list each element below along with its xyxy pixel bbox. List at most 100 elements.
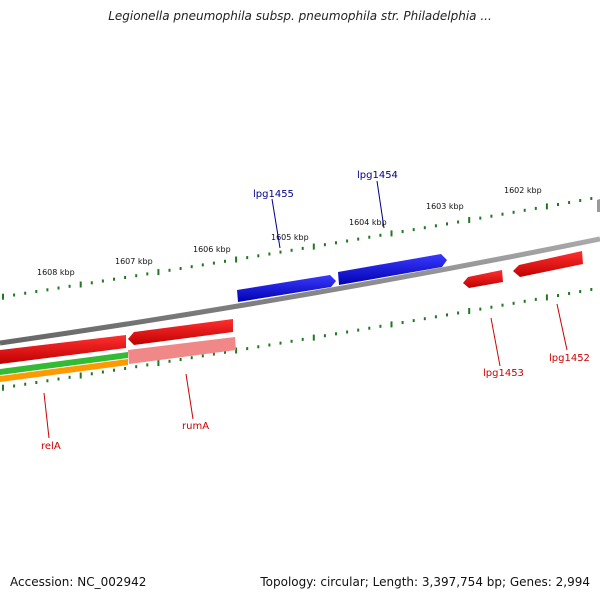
minor-tick: [13, 384, 16, 388]
minor-tick: [323, 243, 326, 247]
lower-tick-scale: [2, 288, 593, 391]
upper-tick-scale: [2, 197, 593, 300]
gene-lpg1453-arrow[interactable]: [463, 270, 503, 288]
minor-tick: [101, 370, 104, 374]
leader-line: [185, 373, 194, 420]
feature-track-green: [0, 352, 128, 375]
major-tick: [545, 203, 548, 210]
leader-line: [490, 317, 501, 367]
major-tick: [157, 269, 160, 276]
minor-tick: [423, 226, 426, 230]
minor-tick: [246, 256, 249, 260]
minor-tick: [490, 214, 493, 218]
scale-label: 1608 kbp: [37, 268, 75, 277]
major-tick: [235, 256, 238, 263]
minor-tick: [179, 267, 182, 270]
minor-tick: [579, 199, 582, 202]
gene-lpg1452-arrow[interactable]: [513, 251, 583, 277]
minor-tick: [68, 375, 71, 379]
minor-tick: [523, 208, 526, 212]
minor-tick: [168, 359, 171, 363]
minor-tick: [412, 319, 415, 323]
minor-tick: [368, 326, 371, 330]
minor-tick: [479, 307, 482, 311]
minor-tick: [401, 230, 404, 233]
minor-tick: [368, 235, 371, 239]
minor-tick: [512, 210, 515, 214]
minor-tick: [279, 250, 282, 254]
minor-tick: [212, 352, 215, 356]
scale-label: 1602 kbp: [504, 186, 542, 195]
minor-tick: [412, 228, 415, 232]
minor-tick: [257, 254, 260, 258]
backbone-end-segment: [597, 199, 600, 212]
scale-label: 1604 kbp: [349, 218, 387, 227]
minor-tick: [357, 237, 360, 241]
map-title: Legionella pneumophila subsp. pneumophil…: [108, 9, 492, 23]
minor-tick: [35, 290, 38, 293]
gene-label-lpg1455[interactable]: lpg1455: [253, 189, 294, 200]
minor-tick: [335, 241, 337, 245]
gene-label-lpg1452[interactable]: lpg1452: [549, 353, 590, 364]
minor-tick: [68, 284, 71, 288]
minor-tick: [146, 272, 149, 276]
minor-tick: [446, 222, 448, 226]
minor-tick: [479, 216, 482, 220]
major-tick: [390, 321, 393, 328]
gene-lpg1454-arrow[interactable]: [338, 254, 447, 285]
minor-tick: [534, 206, 537, 210]
minor-tick: [434, 315, 437, 319]
minor-tick: [557, 294, 559, 297]
minor-tick: [457, 220, 460, 224]
minor-tick: [24, 382, 27, 386]
minor-tick: [224, 259, 226, 263]
gene-rumA-arrow[interactable]: [128, 319, 233, 345]
feature-track-pink: [128, 337, 236, 364]
major-tick: [235, 347, 238, 354]
minor-tick: [179, 358, 182, 361]
minor-tick: [301, 337, 304, 341]
gene-label-relA[interactable]: relA: [41, 441, 61, 452]
leader-line: [556, 303, 568, 351]
major-tick: [79, 281, 82, 288]
minor-tick: [501, 303, 504, 307]
gene-label-lpg1453[interactable]: lpg1453: [483, 368, 524, 379]
major-tick: [79, 372, 82, 379]
minor-tick: [379, 324, 382, 328]
leader-line: [271, 198, 281, 249]
minor-tick: [24, 291, 27, 295]
minor-tick: [401, 321, 404, 324]
gene-label-rumA[interactable]: rumA: [182, 421, 209, 432]
gene-lpg1455-arrow[interactable]: [237, 275, 336, 302]
minor-tick: [124, 276, 127, 279]
gene-relA-arrow[interactable]: [0, 335, 126, 364]
leader-line: [376, 180, 385, 229]
scale-label: 1605 kbp: [271, 233, 309, 242]
minor-tick: [534, 297, 537, 301]
minor-tick: [246, 347, 249, 351]
minor-tick: [257, 345, 260, 349]
minor-tick: [190, 265, 193, 269]
genome-backbone: [0, 236, 600, 346]
minor-tick: [579, 290, 582, 293]
major-tick: [312, 243, 315, 250]
minor-tick: [35, 381, 38, 384]
scale-label: 1607 kbp: [115, 257, 153, 266]
minor-tick: [57, 377, 60, 381]
major-tick: [2, 384, 4, 391]
minor-tick: [323, 334, 326, 338]
major-tick: [312, 334, 315, 341]
minor-tick: [113, 368, 115, 372]
gene-label-lpg1454[interactable]: lpg1454: [357, 170, 398, 181]
minor-tick: [46, 288, 49, 292]
major-tick: [390, 230, 393, 237]
minor-tick: [13, 293, 16, 297]
minor-tick: [501, 212, 504, 216]
minor-tick: [135, 365, 138, 369]
feature-track-orange: [0, 359, 128, 382]
minor-tick: [457, 311, 460, 315]
minor-tick: [590, 197, 593, 200]
minor-tick: [290, 248, 293, 252]
